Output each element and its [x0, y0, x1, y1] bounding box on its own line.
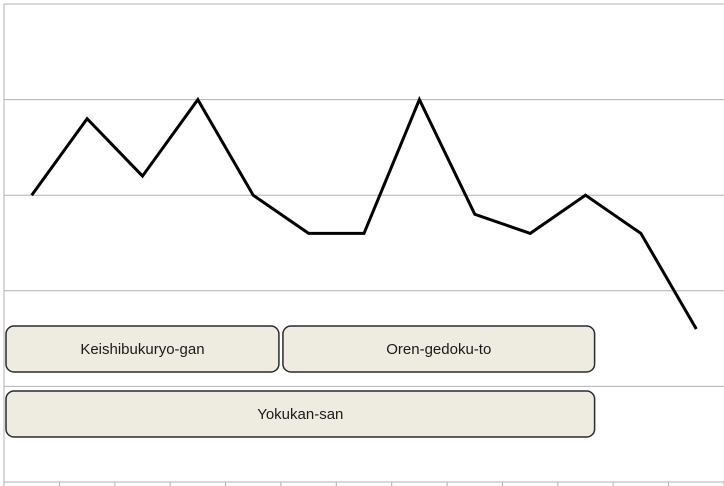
x-axis: [3, 481, 724, 486]
series-line-0: [30, 95, 698, 330]
annotation-label: Yokukan-san: [257, 406, 343, 423]
annotation-box: [5, 390, 596, 438]
annotation-label: Oren-gedoku-to: [386, 341, 491, 358]
gridlines: [3, 3, 724, 483]
annotation-box: [282, 325, 596, 373]
annotation-box: [5, 325, 280, 373]
annotation-bands: Keishibukuryo-gan Oren-gedoku-to Yokukan-s…: [5, 325, 596, 438]
series-layer: [30, 95, 698, 330]
annotation-label: Keishibukuryo-gan: [80, 341, 204, 358]
